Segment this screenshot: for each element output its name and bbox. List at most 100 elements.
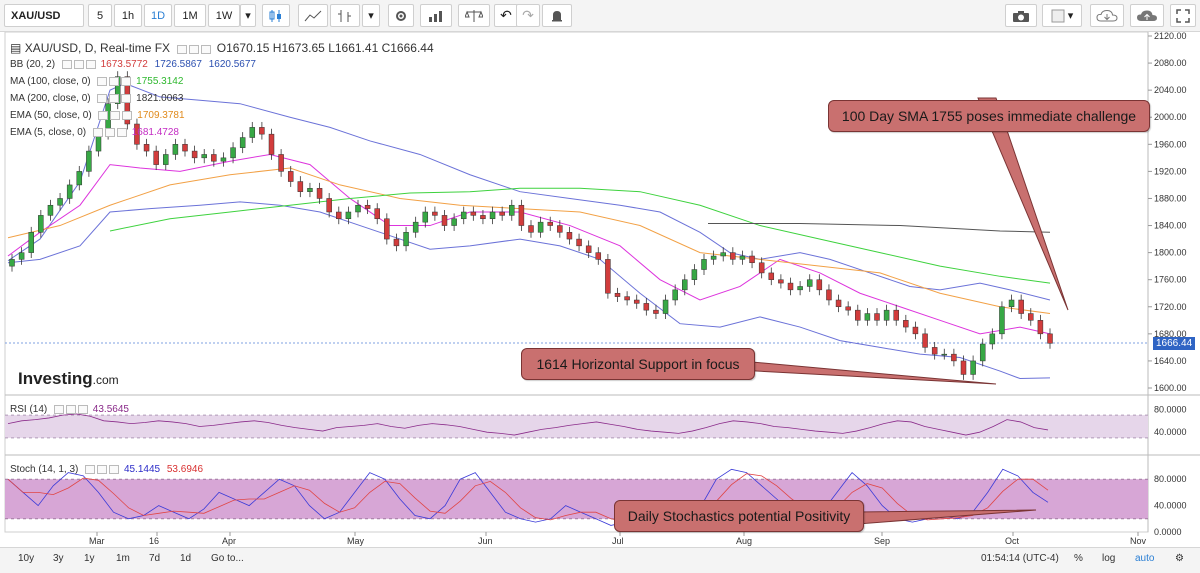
candle-body	[682, 279, 688, 291]
legend-controls[interactable]	[85, 464, 121, 475]
interval-5-button[interactable]: 5	[88, 4, 112, 27]
candle-body	[297, 181, 304, 192]
candle-body	[576, 238, 582, 247]
chart-type-dropdown-button[interactable]: ▾	[362, 4, 380, 27]
ema50-value: 1709.3781	[137, 110, 185, 122]
candle-body	[826, 289, 832, 301]
range-3y-button[interactable]: 3y	[53, 553, 64, 564]
candles-style-button[interactable]	[262, 4, 290, 27]
legend-controls[interactable]	[92, 127, 129, 138]
settings-button[interactable]	[388, 4, 414, 27]
candle-body	[691, 269, 698, 280]
rsi-line	[7, 413, 1049, 436]
interval-1m-button[interactable]: 1M	[174, 4, 206, 27]
logo-domain: .com	[92, 373, 119, 387]
ma200-legend: MA (200, close, 0) 1821.0063	[10, 93, 183, 104]
symbol-search-input[interactable]: XAU/USD	[4, 4, 84, 27]
price-tick-label: 1920.00	[1154, 166, 1187, 176]
candle-body	[86, 150, 92, 172]
time-tick-label: Mar	[89, 536, 105, 546]
candle-body	[979, 343, 986, 362]
auto-scale-button[interactable]: auto	[1135, 553, 1155, 564]
legend-controls[interactable]	[177, 42, 213, 56]
interval-1d-button[interactable]: 1D	[144, 4, 172, 27]
compare-button[interactable]	[458, 4, 490, 27]
chart-toolbar: XAU/USD 5 1h 1D 1M 1W ▾ ▾ ↶ ↷ ▾	[0, 0, 1200, 32]
fullscreen-button[interactable]	[1170, 4, 1196, 27]
camera-icon	[1013, 10, 1029, 22]
goto-button[interactable]: Go to...	[211, 553, 244, 564]
candle-body	[1018, 299, 1024, 314]
save-chart-button[interactable]	[1130, 4, 1164, 27]
time-tick-label: Apr	[222, 536, 236, 546]
candle-body	[922, 333, 928, 348]
candle-body	[57, 198, 63, 206]
chevron-down-icon: ▾	[1067, 10, 1074, 22]
alert-button[interactable]	[542, 4, 572, 27]
undo-button[interactable]: ↶	[494, 4, 518, 27]
interval-label: 1D	[150, 9, 166, 22]
rsi-label: RSI (14)	[10, 404, 48, 416]
candle-body	[384, 218, 390, 240]
candle-body	[114, 76, 121, 104]
interval-1h-button[interactable]: 1h	[114, 4, 142, 27]
candle-body	[374, 208, 380, 220]
legend-controls[interactable]	[54, 404, 90, 415]
candle-body	[912, 326, 919, 335]
candle-body	[806, 279, 813, 287]
range-1m-button[interactable]: 1m	[116, 553, 130, 564]
ma200-line	[708, 223, 1051, 233]
range-1d-button[interactable]: 1d	[180, 553, 192, 564]
candle-body	[787, 282, 794, 291]
scale-settings-button[interactable]: ⚙	[1175, 553, 1184, 564]
indicators-button[interactable]	[330, 4, 360, 27]
range-1y-button[interactable]: 1y	[84, 553, 95, 564]
candle-body	[412, 221, 419, 233]
candle-body	[778, 279, 784, 284]
interval-1w-button[interactable]: 1W	[208, 4, 240, 27]
redo-button[interactable]: ↷	[516, 4, 540, 27]
collapse-icon[interactable]: ▤	[10, 41, 22, 55]
candle-body	[143, 144, 150, 152]
candle-body	[18, 252, 25, 260]
candlestick-icon	[269, 9, 281, 22]
candle-body	[220, 157, 227, 162]
indicators-chart-button[interactable]	[420, 4, 452, 27]
legend-controls[interactable]	[61, 59, 98, 70]
ema5-legend: EMA (5, close, 0) 1681.4728	[10, 127, 179, 138]
log-scale-button[interactable]: log	[1102, 553, 1116, 564]
candle-body	[316, 188, 323, 199]
legend-controls[interactable]	[97, 93, 133, 104]
stoch-d-value: 53.6946	[166, 464, 204, 476]
candle-body	[547, 221, 553, 226]
interval-dropdown-button[interactable]: ▾	[240, 4, 256, 27]
rsi-tick-label: 40.0000	[1154, 427, 1187, 437]
candle-body	[201, 154, 207, 159]
layout-dropdown-button[interactable]: ▾	[1042, 4, 1082, 27]
chart-area[interactable]: 2120.00 2080.00 2040.00 2000.00 1960.00 1920.…	[0, 32, 1200, 547]
ema5-value: 1681.4728	[131, 127, 179, 139]
snapshot-button[interactable]	[1005, 4, 1037, 27]
price-tick-label: 1760.00	[1154, 275, 1187, 285]
range-7d-button[interactable]: 7d	[149, 553, 161, 564]
price-tick-label: 1720.00	[1154, 302, 1187, 312]
candle-body	[855, 309, 861, 321]
candle-body	[730, 252, 736, 260]
rsi-band	[5, 415, 1148, 438]
candle-body	[903, 320, 909, 328]
symbol-legend-label: XAU/USD, D, Real-time FX	[24, 41, 171, 55]
legend-controls[interactable]	[97, 76, 133, 87]
price-chart[interactable]: 2120.00 2080.00 2040.00 2000.00 1960.00 1920.…	[0, 32, 1200, 547]
investing-logo: Investing.com	[18, 369, 119, 389]
interval-label: 1h	[121, 9, 135, 22]
stoch-legend: Stoch (14, 1, 3) 45.1445 53.6946	[10, 464, 203, 475]
area-chart-button[interactable]	[298, 4, 328, 27]
candle-body	[268, 133, 275, 155]
candle-body	[864, 313, 871, 321]
candle-body	[653, 309, 659, 314]
legend-controls[interactable]	[98, 110, 134, 121]
ma100-legend: MA (100, close, 0) 1755.3142	[10, 76, 183, 87]
load-chart-button[interactable]	[1090, 4, 1124, 27]
range-10y-button[interactable]: 10y	[18, 553, 35, 564]
percent-scale-button[interactable]: %	[1074, 553, 1083, 564]
